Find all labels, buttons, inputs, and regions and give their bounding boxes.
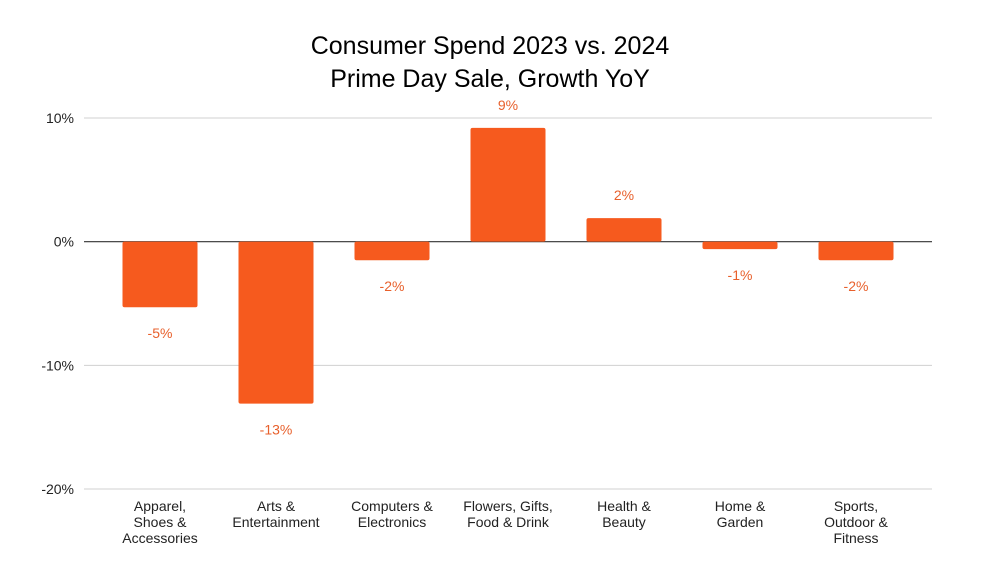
bar xyxy=(122,241,198,308)
data-label: -5% xyxy=(148,325,173,341)
x-category-label: Apparel, xyxy=(134,498,186,514)
x-category-label: Fitness xyxy=(833,530,878,546)
x-category-label: Home & xyxy=(715,498,766,514)
bar xyxy=(238,241,314,404)
chart-title-line: Consumer Spend 2023 vs. 2024 xyxy=(311,32,670,60)
chart-title-line: Prime Day Sale, Growth YoY xyxy=(330,65,650,93)
x-category-label: Health & xyxy=(597,498,651,514)
bar xyxy=(702,241,778,250)
bar xyxy=(818,241,894,261)
x-category-label: Beauty xyxy=(602,514,646,530)
x-category-label: Garden xyxy=(717,514,764,530)
x-category-label: Outdoor & xyxy=(824,514,888,530)
bar xyxy=(586,218,662,242)
bar xyxy=(354,241,430,261)
y-tick-label: -10% xyxy=(41,357,74,373)
y-tick-label: -20% xyxy=(41,481,74,497)
x-category-label: Accessories xyxy=(122,530,197,546)
bar xyxy=(470,127,546,242)
x-category-label: Electronics xyxy=(358,514,426,530)
data-label: -13% xyxy=(260,422,293,438)
y-tick-label: 0% xyxy=(54,234,74,250)
data-label: -1% xyxy=(728,267,753,283)
x-category-label: Flowers, Gifts, xyxy=(463,498,552,514)
data-label: -2% xyxy=(844,278,869,294)
y-tick-label: 10% xyxy=(46,110,74,126)
x-category-label: Arts & xyxy=(257,498,296,514)
data-label: 9% xyxy=(498,97,518,113)
x-category-label: Entertainment xyxy=(232,514,319,530)
x-category-label: Food & Drink xyxy=(467,514,550,530)
x-category-label: Shoes & xyxy=(134,514,188,530)
x-category-label: Sports, xyxy=(834,498,878,514)
data-label: 2% xyxy=(614,187,634,203)
x-category-label: Computers & xyxy=(351,498,433,514)
data-label: -2% xyxy=(380,278,405,294)
